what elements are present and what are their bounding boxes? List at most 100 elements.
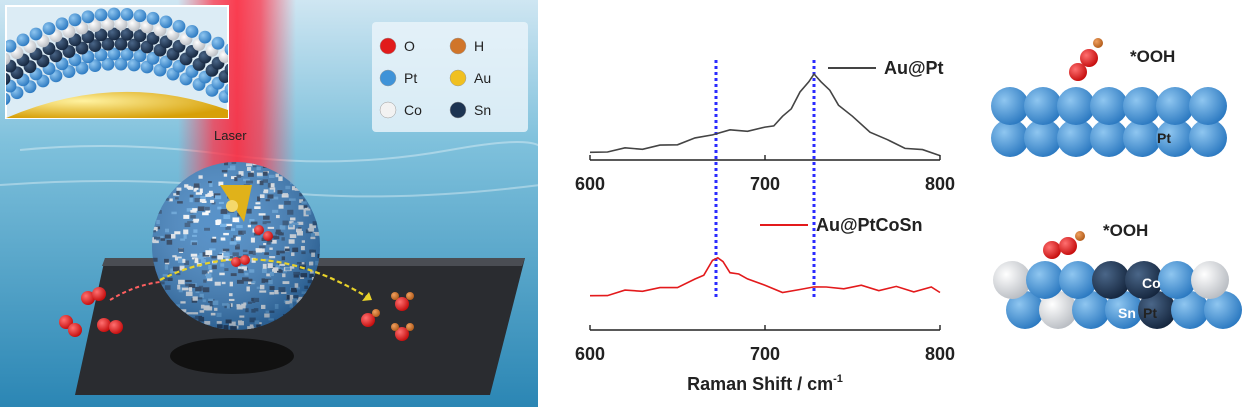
legend-label-h: H bbox=[474, 38, 484, 54]
inset-atom bbox=[133, 49, 147, 63]
inset-atom bbox=[6, 72, 11, 86]
legend-label-series-2: Au@PtCoSn bbox=[816, 215, 923, 235]
inset-atom bbox=[127, 38, 141, 52]
inset-atom bbox=[114, 37, 128, 51]
inset-atom bbox=[107, 7, 121, 21]
inset-atom bbox=[185, 25, 199, 38]
inset-atom bbox=[88, 59, 102, 73]
legend-label-series-1: Au@Pt bbox=[884, 58, 944, 78]
inset-atom bbox=[94, 48, 108, 62]
inset-atom bbox=[101, 37, 115, 51]
inset-atom bbox=[6, 92, 11, 106]
slab-atom bbox=[993, 261, 1031, 299]
inset-atom bbox=[101, 57, 115, 71]
pt-atom-label-bottom: Pt bbox=[1143, 305, 1157, 321]
inset-atom bbox=[81, 10, 95, 24]
pt-atom bbox=[991, 87, 1029, 125]
inset-atom bbox=[224, 43, 228, 56]
inset-atom bbox=[16, 33, 30, 47]
water-molecules bbox=[361, 292, 414, 341]
inset-atom bbox=[211, 36, 225, 50]
slab-atom bbox=[1006, 291, 1044, 329]
legend-swatch-h bbox=[449, 37, 467, 55]
inset-atom bbox=[88, 19, 102, 33]
inset-atom bbox=[101, 17, 115, 31]
inset-atomic-shell bbox=[5, 5, 229, 119]
gold-substrate-arc bbox=[6, 91, 228, 118]
slab-atom bbox=[1158, 261, 1196, 299]
legend-label-o: O bbox=[404, 38, 415, 54]
slab-atom bbox=[1072, 291, 1110, 329]
legend-swatch-pt bbox=[379, 69, 397, 87]
slab-atom bbox=[1026, 261, 1064, 299]
sphere-shadow bbox=[170, 338, 294, 374]
reaction-arrow bbox=[159, 258, 373, 301]
pt-atom bbox=[1156, 87, 1194, 125]
tick-label-800: 800 bbox=[925, 344, 955, 364]
pt-atom bbox=[1189, 87, 1227, 125]
pt-atom-label-top: Pt bbox=[1157, 130, 1171, 146]
inset-atom bbox=[218, 50, 228, 63]
inset-atom bbox=[107, 27, 121, 41]
slab-atom bbox=[1138, 291, 1176, 329]
series-line-2 bbox=[589, 256, 941, 297]
inset-atom bbox=[42, 22, 56, 35]
pt-atom bbox=[991, 119, 1029, 157]
inset-atom bbox=[114, 17, 128, 31]
pt-atom bbox=[1090, 119, 1128, 157]
legend-label-co: Co bbox=[404, 102, 422, 118]
inset-atom bbox=[218, 90, 228, 103]
sn-atom-label: Sn bbox=[1118, 305, 1136, 321]
inset-atom bbox=[120, 7, 134, 21]
inset-atom bbox=[68, 13, 82, 27]
laser-label: Laser bbox=[214, 128, 247, 143]
inset-atom bbox=[133, 9, 147, 23]
pt-atom bbox=[1057, 119, 1095, 157]
pt-atom bbox=[1024, 87, 1062, 125]
inset-atom bbox=[29, 27, 43, 41]
inset-atom bbox=[218, 70, 228, 83]
slab-atom bbox=[1039, 291, 1077, 329]
tick-label-700: 700 bbox=[750, 344, 780, 364]
inset-atom bbox=[55, 17, 69, 31]
ooh-label-top: *OOH bbox=[1130, 47, 1175, 66]
tick-label-700: 700 bbox=[750, 174, 780, 194]
element-legend: O H Pt Au Co Sn bbox=[372, 22, 528, 132]
legend-label-sn: Sn bbox=[474, 102, 491, 118]
tick-label-800: 800 bbox=[925, 174, 955, 194]
oxygen-molecules bbox=[59, 225, 273, 337]
ooh-label-bottom: *OOH bbox=[1103, 221, 1148, 240]
legend-swatch-au bbox=[449, 69, 467, 87]
legend-label-au: Au bbox=[474, 70, 491, 86]
inset-atom bbox=[159, 15, 173, 29]
pt-atom bbox=[1156, 119, 1194, 157]
pt-atom bbox=[1123, 87, 1161, 125]
pt-atom bbox=[1189, 119, 1227, 157]
slab-atom bbox=[1171, 291, 1209, 329]
series-line-1 bbox=[589, 72, 941, 157]
inset-atom bbox=[6, 39, 17, 53]
inset-atom bbox=[94, 8, 108, 22]
x-axis-label: Raman Shift / cm-1 bbox=[687, 373, 843, 394]
legend-label-pt: Pt bbox=[404, 70, 417, 86]
inset-atom bbox=[6, 52, 11, 66]
slab-atom bbox=[1125, 261, 1163, 299]
inset-atom bbox=[107, 47, 121, 61]
inset-atom bbox=[127, 18, 141, 32]
pt-atom bbox=[1123, 119, 1161, 157]
co-atom-label: Co bbox=[1142, 275, 1161, 291]
inset-atom bbox=[120, 27, 134, 41]
inset-atom bbox=[127, 58, 141, 72]
pt-atom bbox=[1024, 119, 1062, 157]
legend-swatch-o bbox=[379, 37, 397, 55]
inset-atom bbox=[120, 47, 134, 61]
legend-swatch-co bbox=[379, 101, 397, 119]
inset-atom bbox=[94, 28, 108, 42]
inset-atom bbox=[224, 63, 228, 76]
ooh-adsorbate-top bbox=[1069, 38, 1103, 81]
slab-atom bbox=[1191, 261, 1229, 299]
model-top-pt-surface: *OOH Pt bbox=[991, 38, 1227, 157]
inset-atom bbox=[198, 30, 212, 44]
inset-atom bbox=[224, 83, 228, 96]
ooh-adsorbate-bottom bbox=[1043, 231, 1085, 259]
